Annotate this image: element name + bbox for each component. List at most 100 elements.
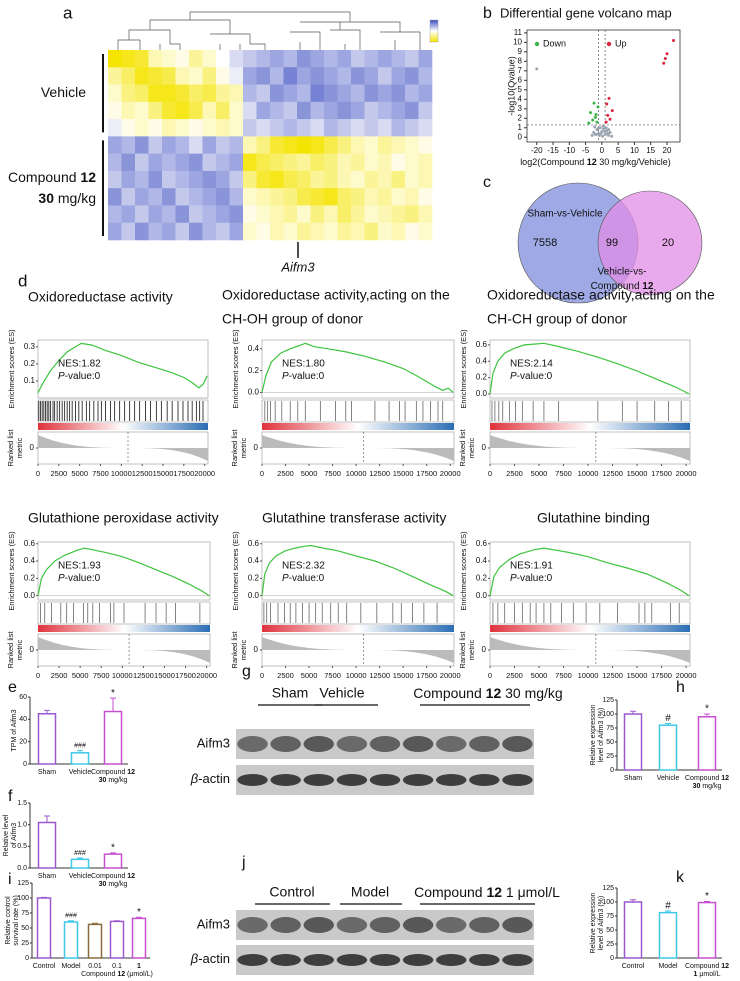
set-label: Sham-vs-Vehicle <box>527 209 602 220</box>
heatmap-cell <box>148 67 163 85</box>
y-tick-label: 0.2 <box>476 573 488 582</box>
heatmap-cell <box>324 222 338 241</box>
y-tick-label: 0.4 <box>248 556 260 565</box>
heatmap-cell <box>108 205 122 224</box>
heatmap-cell <box>108 170 122 189</box>
significance-label: * <box>111 842 115 853</box>
heatmap-cell <box>270 84 284 103</box>
y-tick-label: 0 <box>254 443 259 452</box>
legend-marker <box>534 41 540 47</box>
y-axis-label: Relative level <box>3 814 10 856</box>
y-tick-label: 75 <box>606 913 614 920</box>
heatmap-cell <box>202 153 217 172</box>
x-tick-label: 10000 <box>112 671 133 680</box>
x-tick-label: 7500 <box>324 671 341 680</box>
x-tick-label: 7500 <box>92 469 109 478</box>
panel-label: i <box>8 871 12 888</box>
set-label: Compound 12 <box>591 281 654 292</box>
heatmap-cell <box>229 170 244 189</box>
panel-label: e <box>8 679 17 696</box>
nes-label: NES:1.93 <box>58 561 101 572</box>
rank-colorbar <box>262 625 454 632</box>
x-tick-label: Compound 12 <box>685 963 729 970</box>
ranked-metric <box>262 435 454 461</box>
heatmap-cell <box>337 188 352 206</box>
bar <box>697 716 717 771</box>
heatmap-cell <box>256 170 271 189</box>
y-tick-label: 0.0 <box>248 388 260 397</box>
x-tick-label: 0 <box>488 671 492 680</box>
legend-marker <box>606 41 612 47</box>
ranked-metric <box>490 637 690 663</box>
x-tick-label: 10000 <box>578 671 599 680</box>
y-axis-label: level of Aifm3 (%) <box>598 708 605 762</box>
point <box>535 67 539 71</box>
x-tick-label: -10 <box>564 146 576 155</box>
y-axis-label: metric <box>15 438 24 459</box>
blot-band <box>303 917 335 933</box>
y-tick-label: 0.2 <box>248 573 260 582</box>
y-tick-label: 0.1 <box>24 376 36 385</box>
heatmap-cell <box>270 67 284 85</box>
x-tick-label: 15000 <box>627 469 648 478</box>
y-axis-label: Ranked list <box>458 429 467 467</box>
point <box>604 126 608 130</box>
point <box>603 132 607 136</box>
heatmap-cell <box>162 119 176 137</box>
blot-band <box>435 917 467 933</box>
heatmap-cell <box>337 136 352 154</box>
heatmap-cell <box>378 153 392 172</box>
heatmap-cell <box>391 119 406 137</box>
heatmap-cell <box>337 205 352 224</box>
gene-label: Aifm3 <box>280 259 315 274</box>
plot-frame <box>526 29 681 143</box>
error-bar <box>77 857 83 860</box>
blot-band <box>402 736 434 752</box>
y-axis-label: metric <box>239 640 248 661</box>
heatmap-cell <box>216 84 230 103</box>
heatmap-cell <box>297 67 311 85</box>
x-tick-label: 20000 <box>194 469 215 478</box>
x-tick-label: 12500 <box>369 671 390 680</box>
es-frame <box>261 541 455 601</box>
heatmap-cell <box>310 50 325 68</box>
y-tick-label: 125 <box>17 880 29 887</box>
heatmap-cell <box>324 205 338 224</box>
heatmap-cell <box>148 188 163 206</box>
blot-band <box>270 954 301 966</box>
x-tick-label: 30 mg/kg <box>693 783 722 790</box>
heatmap-cell <box>216 153 230 172</box>
point <box>601 124 605 128</box>
y-tick-label: 0 <box>30 645 35 654</box>
blot-band <box>270 736 301 752</box>
heatmap-cell <box>270 188 284 206</box>
heatmap-cell <box>135 153 149 172</box>
heatmap-cell <box>229 50 244 68</box>
heatmap-cell <box>351 188 365 206</box>
hits-frame <box>261 601 455 625</box>
x-tick-label: 2500 <box>277 671 294 680</box>
heatmap-cell <box>175 67 190 85</box>
y-tick-label: 0.5 <box>17 843 27 850</box>
heatmap-cell <box>202 222 217 241</box>
y-axis-label: Enrichment scores (ES) <box>231 531 240 611</box>
significance-label: ### <box>74 850 86 857</box>
y-axis-label: metric <box>15 640 24 661</box>
heatmap-cell <box>364 205 379 224</box>
heatmap-cell <box>202 136 217 154</box>
heatmap-cell <box>283 101 298 120</box>
heatmap-cell <box>270 50 284 68</box>
es-frame <box>261 339 455 399</box>
heatmap-cell <box>297 153 311 172</box>
y-axis-label: Ranked list <box>230 631 239 669</box>
x-tick-label: 17500 <box>651 671 672 680</box>
lane-header: Control <box>269 884 314 900</box>
error-bar <box>44 815 50 823</box>
heatmap-cell <box>418 119 433 137</box>
heatmap-cell <box>108 101 122 120</box>
group-label: Compound 12 <box>8 169 96 185</box>
heatmap-cell <box>256 84 271 103</box>
heatmap-cell <box>283 119 298 137</box>
heatmap-cell <box>351 153 365 172</box>
blot-band <box>336 917 368 933</box>
